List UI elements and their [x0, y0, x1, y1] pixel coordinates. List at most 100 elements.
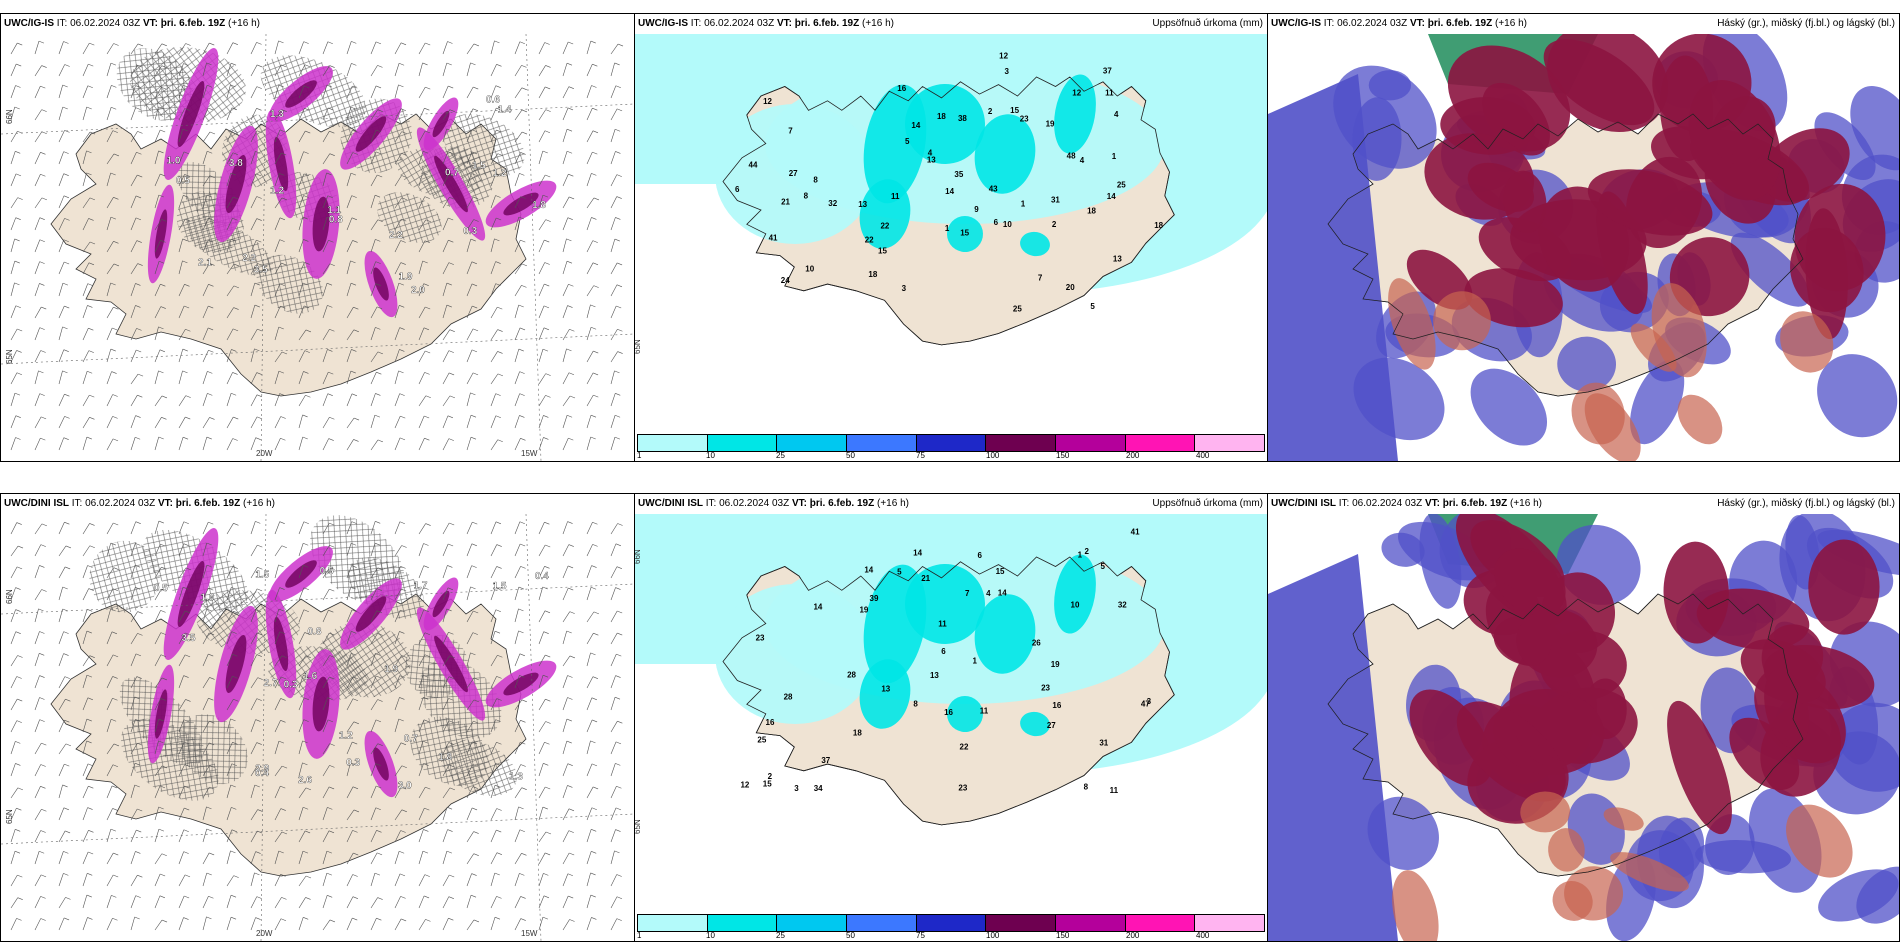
wind-barb: [322, 697, 328, 711]
panel-variable-title: Háský (gr.), miðský (fj.bl.) og lágský (…: [1717, 18, 1895, 29]
panel-precip-bottom: UWC/DINI ISL IT: 06.02.2024 03Z VT: þri.…: [634, 493, 1268, 942]
wind-barb-feather: [497, 351, 503, 354]
wind-barb-feather: [303, 371, 309, 374]
wind-barb-feather: [521, 109, 528, 113]
wind-barb: [298, 587, 305, 601]
wind-barb-feather: [230, 62, 237, 66]
wind-barb: [514, 152, 521, 165]
wind-barb-feather: [206, 542, 212, 546]
wind-barb: [562, 763, 569, 777]
wind-barb: [514, 699, 523, 711]
wind-barb-feather: [496, 698, 502, 701]
wind-barb-feather: [593, 285, 599, 288]
wind-barb: [226, 718, 231, 733]
wind-barb-feather: [496, 544, 502, 547]
wind-barb-feather: [39, 631, 45, 634]
wind-barb: [34, 786, 41, 799]
wind-barb: [58, 699, 66, 711]
wind-barb-feather: [591, 697, 598, 701]
wind-barb: [82, 851, 89, 865]
precip-core: [285, 80, 317, 108]
wind-barb-feather: [425, 130, 431, 134]
wind-barb-feather: [400, 262, 406, 265]
wind-barb-feather: [233, 263, 240, 267]
wind-barb: [154, 873, 161, 887]
lat-label-65n: 65N: [5, 349, 14, 364]
precip-value-label: 1.9: [384, 664, 398, 675]
wind-barb-feather: [111, 106, 117, 110]
mid-cloud-area: [1808, 539, 1880, 635]
mid-cloud-area: [1659, 55, 1713, 162]
wind-barb-feather: [185, 632, 191, 636]
wind-barb-feather: [327, 107, 334, 111]
wind-barb: [178, 699, 186, 711]
wind-barb-feather: [183, 829, 189, 833]
wind-barb-feather: [376, 588, 382, 591]
wind-barb: [178, 284, 185, 297]
wind-barb: [490, 329, 498, 341]
wind-barb: [490, 719, 496, 733]
wind-barb-feather: [161, 417, 167, 420]
wind-barb-feather: [158, 806, 164, 810]
wind-barb: [466, 720, 474, 733]
wind-barb: [298, 130, 306, 143]
wind-barb: [202, 698, 209, 711]
wind-barb-feather: [63, 195, 70, 199]
wind-barb: [10, 587, 16, 601]
wind-barb: [490, 521, 497, 535]
wind-barb-feather: [15, 85, 21, 88]
wind-barb-feather: [305, 394, 311, 398]
wind-barb: [322, 329, 330, 341]
mid-cloud-area: [1388, 278, 1436, 370]
wind-barb: [562, 348, 567, 363]
wind-barb-feather: [472, 328, 479, 332]
wind-barb: [202, 565, 208, 579]
wind-barb: [106, 153, 115, 165]
wind-barb-feather: [471, 565, 477, 568]
wind-barb-feather: [86, 718, 92, 722]
wind-barb-feather: [375, 807, 381, 810]
wind-barb: [226, 196, 234, 209]
wind-barb-feather: [615, 217, 621, 220]
wind-barb: [346, 896, 354, 909]
low-cloud-area: [1856, 866, 1899, 924]
wind-barb: [34, 109, 42, 121]
wind-barb: [610, 610, 618, 623]
wind-barb-feather: [305, 130, 311, 134]
wind-barb-feather: [88, 785, 94, 789]
wind-barb-feather: [352, 676, 359, 680]
wind-barb-feather: [448, 438, 454, 441]
wind-barb-feather: [544, 130, 551, 134]
wind-barb: [34, 675, 40, 689]
wind-barb-feather: [14, 260, 20, 264]
wind-barb-feather: [327, 41, 333, 45]
wind-barb-feather: [135, 521, 141, 524]
wind-barb: [202, 393, 208, 407]
wind-barb: [538, 109, 546, 121]
wind-barb: [226, 416, 234, 429]
wind-barb-feather: [353, 329, 359, 333]
wind-barb: [442, 764, 450, 777]
wind-barb: [586, 350, 594, 363]
wind-barb: [322, 85, 328, 99]
wind-barb: [10, 851, 16, 865]
wind-barb: [322, 786, 330, 799]
wind-barb-feather: [231, 107, 238, 111]
wind-barb: [442, 632, 449, 645]
wind-barb-feather: [519, 829, 525, 833]
wind-barb: [442, 676, 450, 689]
wind-barb-feather: [161, 43, 167, 47]
legend-swatch: [777, 435, 848, 451]
mid-cloud-area: [1433, 291, 1491, 351]
wind-barb-feather: [185, 328, 191, 332]
wind-barb-feather: [592, 262, 599, 266]
wind-barb-feather: [614, 850, 620, 854]
legend-tick: 400: [1196, 451, 1210, 460]
precip-value-label: 2.2: [242, 253, 256, 264]
wind-barb-feather: [183, 63, 189, 66]
wind-barb-feather: [233, 196, 239, 200]
precip-amount-label: 23: [1041, 684, 1050, 693]
wind-barb: [298, 350, 306, 363]
wind-barb-feather: [89, 655, 95, 658]
legend-colorbar: [637, 434, 1265, 452]
